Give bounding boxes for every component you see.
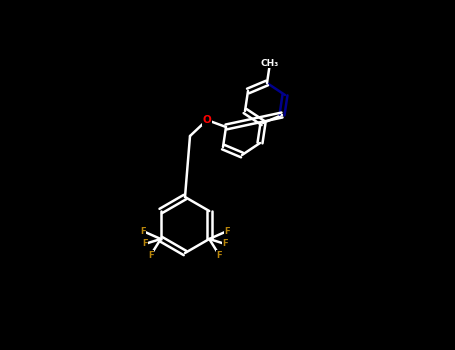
Text: F: F [224, 226, 230, 236]
Text: F: F [217, 251, 222, 259]
Text: F: F [142, 239, 147, 248]
Text: CH₃: CH₃ [261, 58, 279, 68]
Text: O: O [202, 115, 212, 125]
Text: F: F [140, 226, 146, 236]
Text: F: F [222, 239, 228, 248]
Text: F: F [148, 251, 154, 259]
